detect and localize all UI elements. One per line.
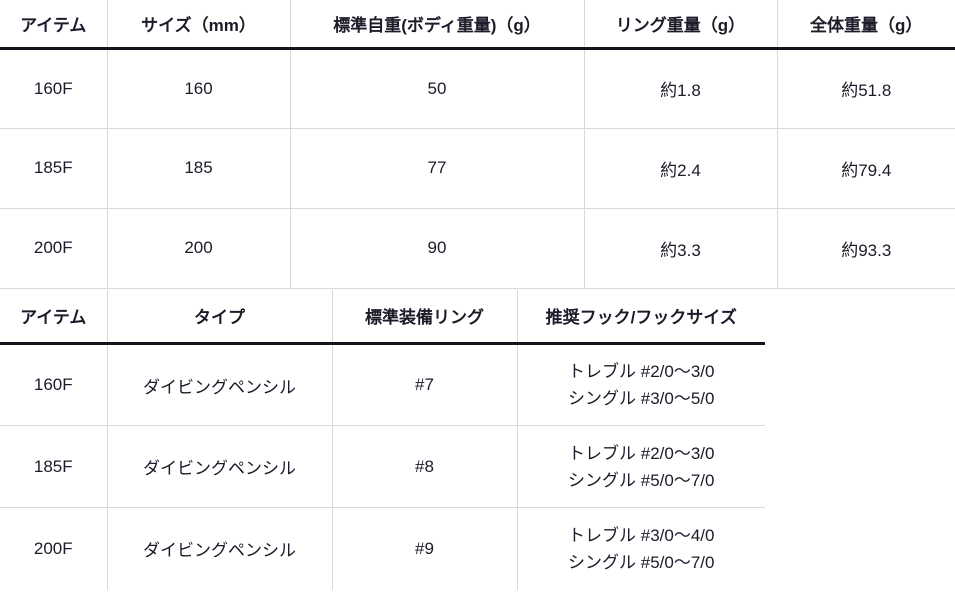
spec-cell-body-weight: 77 xyxy=(289,128,584,208)
hook-single-line: シングル #5/0〜7/0 xyxy=(568,470,715,490)
spec-cell-item: 160F xyxy=(33,78,73,98)
spec-header-item: アイテム xyxy=(20,15,87,35)
spec-cell-total-weight: 約93.3 xyxy=(776,208,955,288)
hook-treble-line: トレブル #2/0〜3/0 xyxy=(568,362,715,381)
spec-cell-ring-weight: 約2.4 xyxy=(583,128,777,208)
hook-header-type: タイプ xyxy=(106,289,332,344)
spec-cell-ring-weight: 約3.3 xyxy=(583,208,777,288)
spec-cell-ring-weight: 約1.8 xyxy=(583,48,777,128)
hook-single-line: シングル #5/0〜7/0 xyxy=(568,552,715,572)
spec-header-total-weight: 全体重量（g） xyxy=(776,0,955,48)
hook-cell-type: ダイビングペンシル xyxy=(106,343,332,426)
spec-cell-size: 185 xyxy=(106,128,290,208)
hook-cell-recommended: トレブル #3/0〜4/0 シングル #5/0〜7/0 xyxy=(516,507,765,590)
hook-cell-recommended: トレブル #2/0〜3/0 シングル #5/0〜7/0 xyxy=(516,425,765,508)
hook-cell-ring: #9 xyxy=(331,507,517,590)
spec-header-row: アイテム サイズ（mm） 標準自重(ボディ重量)（g） リング重量（g） 全体重… xyxy=(0,0,955,48)
hook-table: アイテム タイプ 標準装備リング 推奨フック/フックサイズ 160F ダイビング… xyxy=(0,289,765,590)
hook-header-item: アイテム xyxy=(20,308,87,328)
spec-cell-item: 185F xyxy=(33,158,73,177)
hook-header-ring: 標準装備リング xyxy=(331,289,517,344)
hook-cell-item: 160F xyxy=(33,375,73,394)
spec-cell-size: 160 xyxy=(106,48,290,128)
hook-row-200f: 200F ダイビングペンシル #9 トレブル #3/0〜4/0 シングル #5/… xyxy=(0,507,765,590)
hook-cell-ring: #8 xyxy=(331,425,517,508)
hook-cell-item: 200F xyxy=(33,538,73,558)
spec-cell-body-weight: 90 xyxy=(289,208,584,288)
spec-row-200f: 200F 200 90 約3.3 約93.3 xyxy=(0,208,955,288)
hook-cell-type: ダイビングペンシル xyxy=(106,507,332,590)
hook-cell-item: 185F xyxy=(33,456,73,476)
hook-header-row: アイテム タイプ 標準装備リング 推奨フック/フックサイズ xyxy=(0,289,765,344)
hook-row-185f: 185F ダイビングペンシル #8 トレブル #2/0〜3/0 シングル #5/… xyxy=(0,425,765,508)
spec-row-185f: 185F 185 77 約2.4 約79.4 xyxy=(0,128,955,208)
spec-cell-body-weight: 50 xyxy=(289,48,584,128)
spec-row-160f: 160F 160 50 約1.8 約51.8 xyxy=(0,48,955,128)
hook-treble-line: トレブル #3/0〜4/0 xyxy=(568,525,715,545)
hook-cell-recommended: トレブル #2/0〜3/0 シングル #3/0〜5/0 xyxy=(516,343,765,426)
spec-header-size: サイズ（mm） xyxy=(106,0,290,48)
hook-row-160f: 160F ダイビングペンシル #7 トレブル #2/0〜3/0 シングル #3/… xyxy=(0,343,765,426)
spec-header-ring-weight: リング重量（g） xyxy=(583,0,777,48)
spec-cell-size: 200 xyxy=(106,208,290,288)
hook-cell-type: ダイビングペンシル xyxy=(106,425,332,508)
spec-cell-total-weight: 約79.4 xyxy=(776,128,955,208)
hook-header-recommended-hook: 推奨フック/フックサイズ xyxy=(516,289,765,344)
spec-cell-total-weight: 約51.8 xyxy=(776,48,955,128)
hook-cell-ring: #7 xyxy=(331,343,517,426)
hook-treble-line: トレブル #2/0〜3/0 xyxy=(568,443,715,463)
hook-single-line: シングル #3/0〜5/0 xyxy=(568,389,715,408)
spec-table: アイテム サイズ（mm） 標準自重(ボディ重量)（g） リング重量（g） 全体重… xyxy=(0,0,955,289)
spec-cell-item: 200F xyxy=(33,238,73,257)
spec-header-body-weight: 標準自重(ボディ重量)（g） xyxy=(289,0,584,48)
